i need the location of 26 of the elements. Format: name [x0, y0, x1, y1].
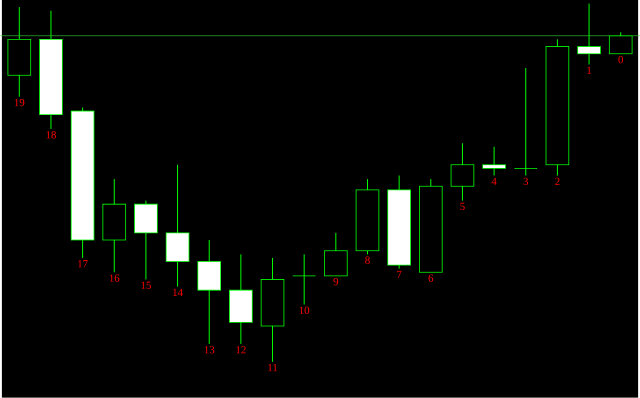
- x-tick-label: 17: [78, 260, 88, 268]
- x-tick-label: 3: [524, 178, 528, 186]
- candlestick: [292, 254, 316, 306]
- x-tick-label: 13: [204, 346, 214, 354]
- x-tick-label: 9: [333, 278, 338, 286]
- x-tick-label: 11: [268, 364, 278, 372]
- x-tick-label: 16: [110, 274, 120, 282]
- candlestick: [577, 3, 601, 66]
- x-tick-label: 4: [492, 178, 497, 186]
- x-tick-label: 0: [618, 56, 624, 64]
- candlestick: [450, 142, 474, 202]
- x-tick-label: 18: [46, 131, 56, 139]
- x-tick-label: 2: [555, 178, 560, 186]
- x-tick-label: 7: [397, 271, 402, 278]
- x-tick-label: 12: [236, 346, 246, 354]
- x-tick-label: 1: [587, 66, 592, 74]
- x-tick-label: 15: [141, 282, 151, 290]
- candlestick: [608, 32, 632, 54]
- candlestick: [482, 146, 506, 176]
- x-tick-label: 19: [14, 99, 24, 106]
- x-tick-label: 10: [300, 306, 310, 314]
- x-tick-label: 8: [365, 256, 370, 264]
- candlestick: [514, 68, 538, 176]
- x-tick-label: 6: [428, 274, 434, 282]
- x-tick-label: 14: [173, 288, 183, 296]
- x-tick-label: 5: [460, 202, 465, 210]
